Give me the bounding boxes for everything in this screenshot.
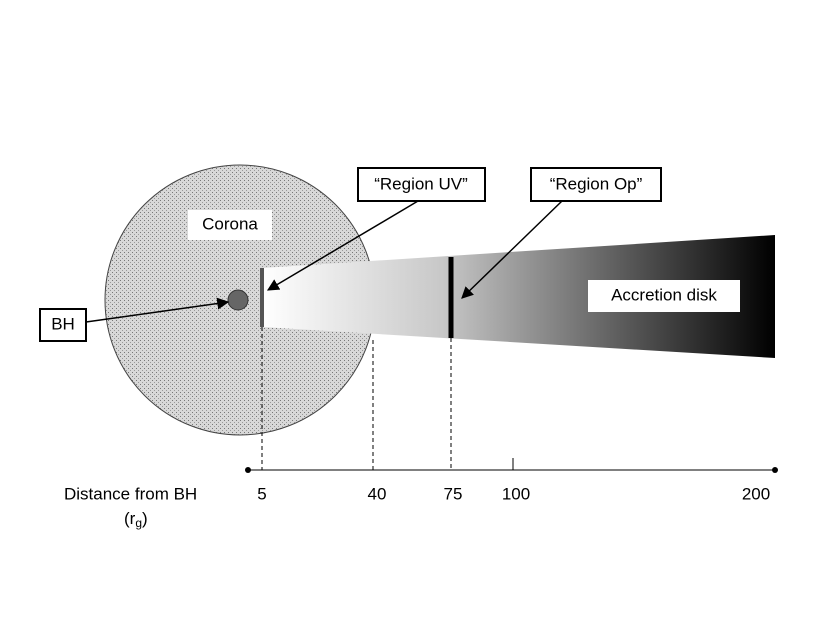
unit-sub: g xyxy=(135,516,142,530)
label-box xyxy=(39,308,87,342)
label-bg xyxy=(588,280,740,312)
corona-label: Corona xyxy=(202,214,258,233)
black-hole xyxy=(227,289,249,311)
region-op-label: “Region Op” xyxy=(550,174,643,193)
label-bg xyxy=(188,210,272,240)
axis-tick-label: 200 xyxy=(742,484,770,503)
disk-label: Accretion disk xyxy=(611,285,717,304)
axis-tick-label: 5 xyxy=(257,484,266,503)
axis-tick-label: 100 xyxy=(502,484,530,503)
accretion-disk xyxy=(262,235,775,358)
axis-tick-label: 75 xyxy=(444,484,463,503)
label-box xyxy=(530,167,662,202)
axis-end xyxy=(245,467,251,473)
arrows xyxy=(85,200,563,323)
axis-end xyxy=(772,467,778,473)
axis-tick-label: 40 xyxy=(368,484,387,503)
axis-title: Distance from BH xyxy=(64,484,197,503)
unit-open: (r xyxy=(124,509,136,528)
label-box xyxy=(357,167,486,202)
bh-label: BH xyxy=(51,314,75,333)
guides xyxy=(261,327,452,470)
axis-unit: (rg) xyxy=(124,509,148,530)
region-uv-label: “Region UV” xyxy=(374,174,468,193)
unit-close: ) xyxy=(142,509,148,528)
